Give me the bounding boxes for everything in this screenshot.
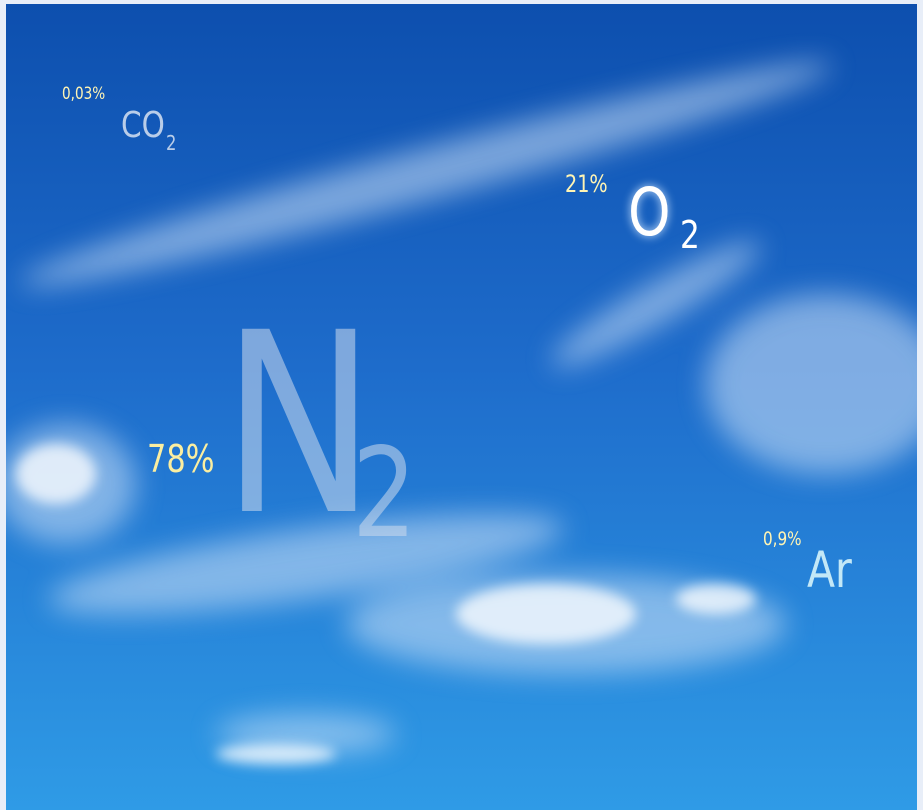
formula-subscript: 2 xyxy=(680,216,700,254)
formula: Ar xyxy=(807,545,852,595)
page: 0,03% CO 2 21% O 2 78% N 2 0,9% Ar (() =… xyxy=(0,0,923,810)
formula: CO xyxy=(121,108,165,144)
percent-label: 0,03% xyxy=(62,86,105,103)
formula-subscript: 2 xyxy=(352,432,417,556)
formula: O xyxy=(628,180,671,246)
formula-subscript: 2 xyxy=(166,133,176,153)
percent-label: 0,9% xyxy=(763,530,802,549)
percent-label: 21% xyxy=(565,172,608,196)
percent-label: 78% xyxy=(147,440,215,478)
